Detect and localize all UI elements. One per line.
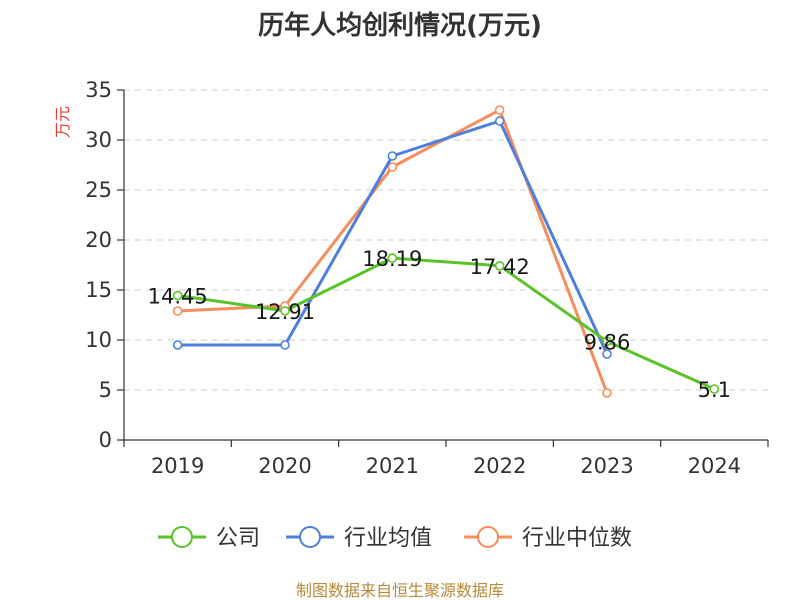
legend-label: 公司 <box>216 526 260 551</box>
chart-title: 历年人均创利情况(万元) <box>258 10 542 41</box>
legend-item-0[interactable]: 公司 <box>158 526 260 551</box>
data-label: 17.42 <box>470 255 530 279</box>
data-label: 5.1 <box>698 378 731 402</box>
data-point[interactable] <box>387 162 398 172</box>
data-point[interactable] <box>387 151 398 161</box>
data-point[interactable] <box>387 253 398 263</box>
data-point[interactable] <box>602 349 612 359</box>
legend-label: 行业中位数 <box>522 526 632 551</box>
data-point[interactable] <box>172 306 183 316</box>
y-tick-label: 30 <box>85 128 112 152</box>
data-point[interactable] <box>280 340 290 350</box>
legend[interactable]: 公司 行业均值 行业中位数 <box>158 526 632 551</box>
legend-marker <box>299 526 321 548</box>
data-point[interactable] <box>494 105 505 115</box>
x-tick-label-2022: 2022 <box>473 454 526 478</box>
y-tick-label: 35 <box>85 78 112 102</box>
y-axis-ticks: 0 5 10 15 20 25 30 35 <box>85 78 124 452</box>
legend-label: 行业均值 <box>344 526 432 551</box>
data-point[interactable] <box>602 388 612 398</box>
axes <box>123 90 768 441</box>
data-point[interactable] <box>172 290 183 301</box>
legend-item-1[interactable]: 行业均值 <box>286 526 432 551</box>
y-axis-unit: 万元 <box>53 106 72 138</box>
series-group <box>172 105 720 398</box>
x-tick-label-2020: 2020 <box>258 454 311 478</box>
series-1 <box>172 116 612 359</box>
series-0 <box>172 253 720 394</box>
data-labels: 14.45 12.91 18.19 17.42 9.86 5.1 <box>148 247 731 402</box>
y-tick-label: 20 <box>85 228 112 252</box>
data-point[interactable] <box>172 340 183 350</box>
data-point[interactable] <box>280 306 290 316</box>
y-tick-label: 15 <box>85 278 112 302</box>
series-line-0 <box>177 256 715 391</box>
data-point[interactable] <box>602 336 612 347</box>
y-tick-label: 0 <box>99 428 112 452</box>
data-point[interactable] <box>709 384 720 394</box>
data-label: 12.91 <box>255 300 315 324</box>
data-point[interactable] <box>494 260 505 271</box>
x-tick-label-2021: 2021 <box>366 454 419 478</box>
source-note: 制图数据来自恒生聚源数据库 <box>296 581 504 600</box>
x-tick-label-2023: 2023 <box>580 454 633 478</box>
y-tick-label: 10 <box>85 328 112 352</box>
data-point[interactable] <box>494 116 505 126</box>
legend-marker <box>171 526 193 548</box>
y-tick-label: 5 <box>99 378 112 402</box>
legend-item-2[interactable]: 行业中位数 <box>464 526 632 551</box>
y-tick-label: 25 <box>85 178 112 202</box>
data-label: 14.45 <box>148 285 208 309</box>
legend-marker <box>477 526 499 548</box>
x-axis-ticks: 2019 2020 2021 2022 2023 2024 <box>123 440 769 478</box>
data-label: 18.19 <box>362 247 422 271</box>
x-tick-label-2024: 2024 <box>688 454 741 478</box>
data-label: 9.86 <box>584 330 631 354</box>
x-tick-label-2019: 2019 <box>151 454 204 478</box>
